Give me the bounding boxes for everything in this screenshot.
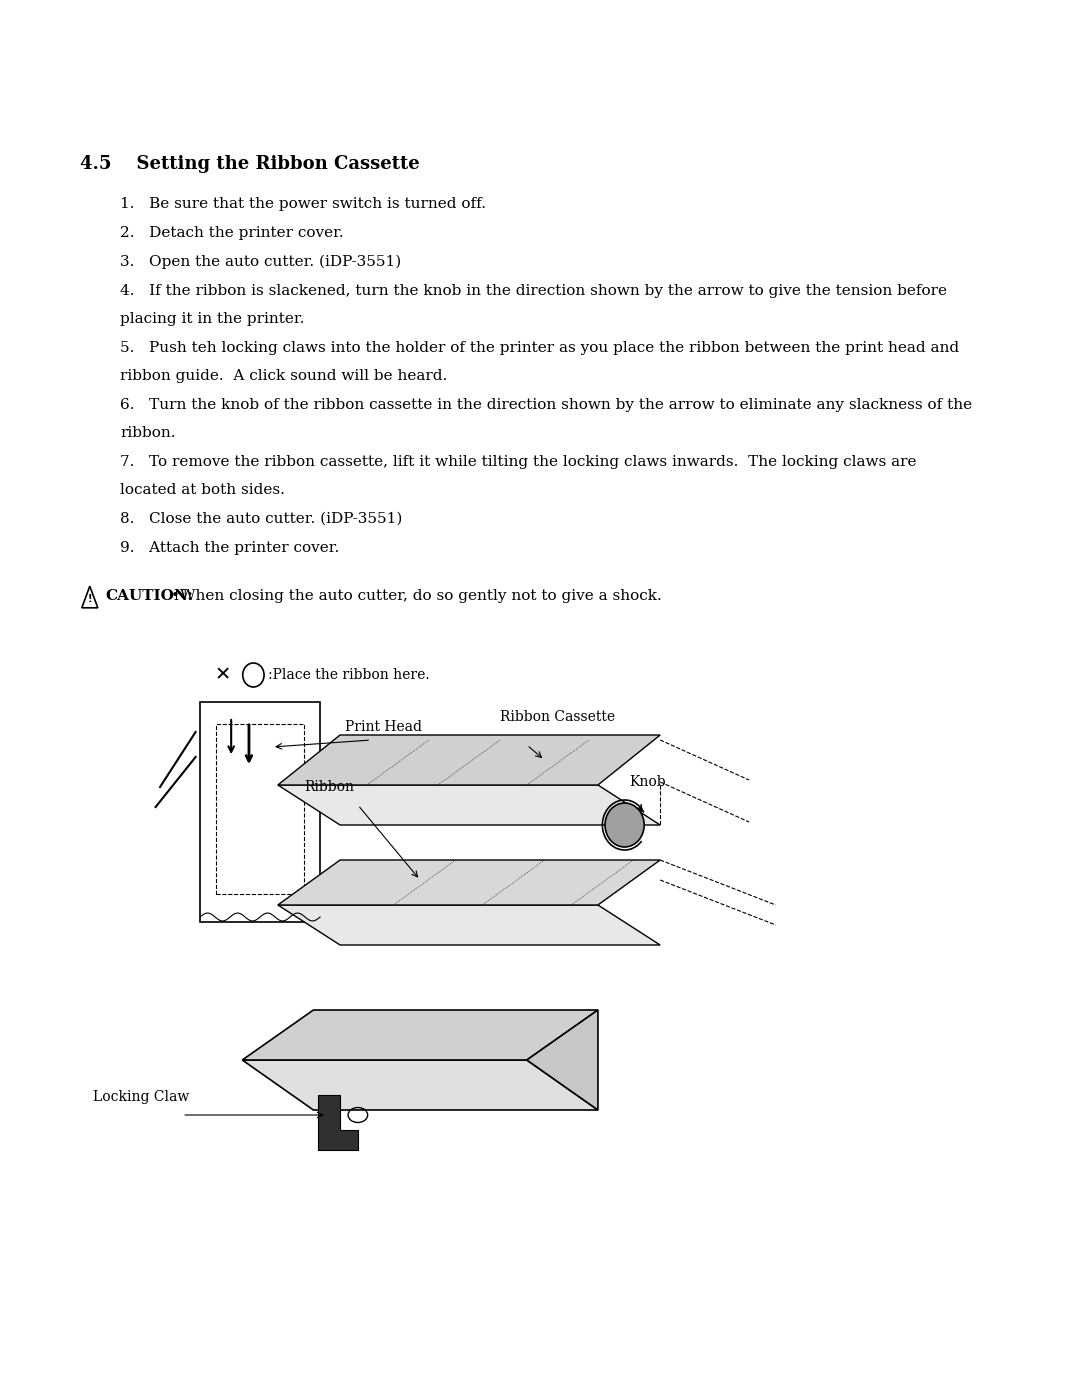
Text: Print Head: Print Head xyxy=(345,719,421,733)
Polygon shape xyxy=(242,1010,598,1060)
Text: Ribbon: Ribbon xyxy=(305,780,354,793)
Polygon shape xyxy=(278,735,660,785)
Text: 8.   Close the auto cutter. (iDP-3551): 8. Close the auto cutter. (iDP-3551) xyxy=(120,511,403,527)
Polygon shape xyxy=(242,1060,598,1111)
Text: 3.   Open the auto cutter. (iDP-3551): 3. Open the auto cutter. (iDP-3551) xyxy=(120,256,402,270)
Polygon shape xyxy=(278,861,660,905)
Text: Locking Claw: Locking Claw xyxy=(93,1090,190,1104)
Text: 9.   Attach the printer cover.: 9. Attach the printer cover. xyxy=(120,541,339,555)
Bar xyxy=(216,724,305,894)
Text: 6.   Turn the knob of the ribbon cassette in the direction shown by the arrow to: 6. Turn the knob of the ribbon cassette … xyxy=(120,398,972,412)
Text: placing it in the printer.: placing it in the printer. xyxy=(120,312,305,326)
Text: CAUTION:: CAUTION: xyxy=(105,590,193,604)
Text: 1.   Be sure that the power switch is turned off.: 1. Be sure that the power switch is turn… xyxy=(120,197,486,211)
Text: 7.   To remove the ribbon cassette, lift it while tilting the locking claws inwa: 7. To remove the ribbon cassette, lift i… xyxy=(120,455,917,469)
Text: •When closing the auto cutter, do so gently not to give a shock.: •When closing the auto cutter, do so gen… xyxy=(171,590,661,604)
Text: Ribbon Cassette: Ribbon Cassette xyxy=(500,710,616,724)
Text: ribbon guide.  A click sound will be heard.: ribbon guide. A click sound will be hear… xyxy=(120,369,447,383)
Text: 4.5    Setting the Ribbon Cassette: 4.5 Setting the Ribbon Cassette xyxy=(80,155,420,173)
Polygon shape xyxy=(278,905,660,944)
Polygon shape xyxy=(527,1010,598,1111)
Text: 5.   Push teh locking claws into the holder of the printer as you place the ribb: 5. Push teh locking claws into the holde… xyxy=(120,341,959,355)
Text: !: ! xyxy=(87,594,92,604)
Text: ✕: ✕ xyxy=(214,665,230,685)
Polygon shape xyxy=(318,1095,357,1150)
Text: located at both sides.: located at both sides. xyxy=(120,483,285,497)
Text: :Place the ribbon here.: :Place the ribbon here. xyxy=(268,668,429,682)
Text: 4.   If the ribbon is slackened, turn the knob in the direction shown by the arr: 4. If the ribbon is slackened, turn the … xyxy=(120,284,947,298)
Circle shape xyxy=(605,803,644,847)
Polygon shape xyxy=(278,785,660,826)
Text: 2.   Detach the printer cover.: 2. Detach the printer cover. xyxy=(120,226,343,240)
Bar xyxy=(200,703,320,922)
Text: Knob: Knob xyxy=(629,775,665,789)
Text: ribbon.: ribbon. xyxy=(120,426,176,440)
